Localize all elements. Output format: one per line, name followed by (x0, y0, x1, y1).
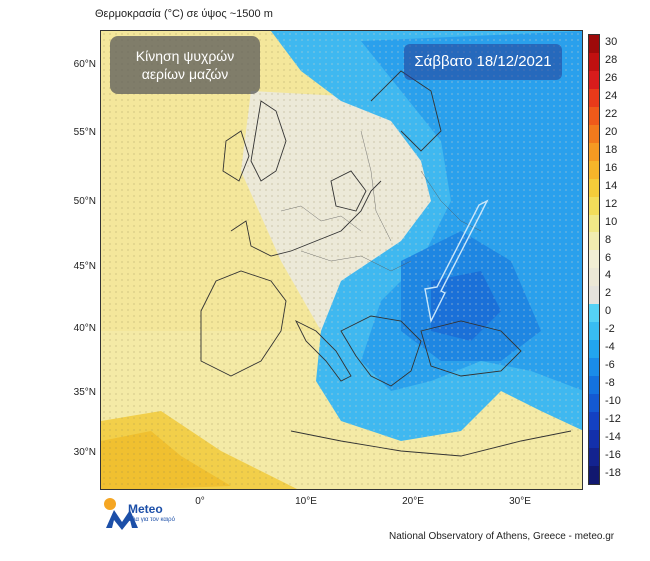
colorbar-tick-label: 18 (605, 143, 618, 156)
colorbar (588, 34, 600, 485)
credit-text: National Observatory of Athens, Greece -… (389, 531, 615, 542)
cold-air-badge: Κίνηση ψυχρών αερίων μαζών (110, 36, 260, 94)
colorbar-tick-label: 22 (605, 107, 618, 120)
coastlines (200, 70, 572, 457)
lon-label: 30°E (509, 496, 531, 507)
colorbar-segment (589, 142, 599, 161)
colorbar-segment (589, 250, 599, 269)
colorbar-tick-label: 4 (605, 269, 612, 282)
lat-label: 35°N (73, 387, 96, 398)
colorbar-tick-label: 10 (605, 215, 618, 228)
colorbar-segment (589, 178, 599, 197)
colorbar-segment (589, 376, 599, 395)
lon-label: 20°E (402, 496, 424, 507)
lat-label: 55°N (73, 127, 96, 138)
colorbar-segment (589, 196, 599, 215)
colorbar-segment (589, 268, 599, 287)
colorbar-segment (589, 304, 599, 323)
colorbar-tick-label: 26 (605, 71, 618, 84)
colorbar-segment (589, 214, 599, 233)
colorbar-segment (589, 88, 599, 107)
lat-label: 60°N (73, 59, 96, 70)
colorbar-tick-label: 24 (605, 89, 618, 102)
colorbar-segment (589, 358, 599, 377)
lon-label: 0° (195, 496, 205, 507)
colorbar-segment (589, 35, 599, 53)
colorbar-segment (589, 322, 599, 341)
lat-label: 30°N (73, 447, 96, 458)
colorbar-tick-label: -16 (605, 449, 621, 462)
colorbar-segment (589, 106, 599, 125)
colorbar-segment (589, 394, 599, 413)
colorbar-segment (589, 412, 599, 430)
date-badge: Σάββατο 18/12/2021 (404, 44, 562, 80)
colorbar-tick-label: 16 (605, 161, 618, 174)
colorbar-tick-label: 14 (605, 179, 618, 192)
badge-line-1: Κίνηση ψυχρών (135, 48, 235, 64)
colorbar-tick-label: 0 (605, 305, 612, 318)
meteo-logo-icon (104, 498, 138, 530)
map-title: Θερμοκρασία (°C) σε ύψος ~1500 m (95, 8, 273, 20)
colorbar-tick-label: -8 (605, 377, 615, 390)
colorbar-tick-label: 12 (605, 197, 618, 210)
lon-label: 10°E (295, 496, 317, 507)
colorbar-tick-label: -6 (605, 359, 615, 372)
colorbar-segment (589, 160, 599, 179)
colorbar-segment (589, 447, 599, 466)
cold-air-arrow (424, 199, 489, 324)
lat-label: 45°N (73, 261, 96, 272)
colorbar-tick-label: -18 (605, 467, 621, 480)
lat-label: 50°N (73, 196, 96, 207)
colorbar-tick-label: 2 (605, 287, 612, 300)
colorbar-segment (589, 286, 599, 305)
colorbar-tick-label: 20 (605, 125, 618, 138)
lat-label: 40°N (73, 323, 96, 334)
colorbar-tick-label: -2 (605, 323, 615, 336)
colorbar-tick-label: 30 (605, 36, 618, 48)
colorbar-tick-label: 28 (605, 53, 618, 66)
colorbar-tick-label: 8 (605, 233, 612, 246)
borders (280, 130, 482, 272)
map-canvas (101, 31, 582, 489)
colorbar-segment (589, 429, 599, 448)
badge-line-2: αερίων μαζών (141, 66, 229, 82)
colorbar-tick-label: 6 (605, 251, 612, 264)
colorbar-tick-label: -12 (605, 413, 621, 426)
temperature-map (100, 30, 583, 490)
colorbar-tick-label: -10 (605, 395, 621, 408)
logo-name: Meteo (128, 502, 163, 516)
colorbar-segment (589, 52, 599, 71)
colorbar-segment (589, 70, 599, 89)
colorbar-tick-label: -4 (605, 341, 615, 354)
colorbar-segment (589, 232, 599, 251)
logo-tagline: Όλα για τον καιρό (128, 517, 175, 523)
colorbar-segment (589, 124, 599, 143)
colorbar-segment (589, 340, 599, 359)
colorbar-segment (589, 465, 599, 484)
colorbar-tick-label: -14 (605, 431, 621, 444)
